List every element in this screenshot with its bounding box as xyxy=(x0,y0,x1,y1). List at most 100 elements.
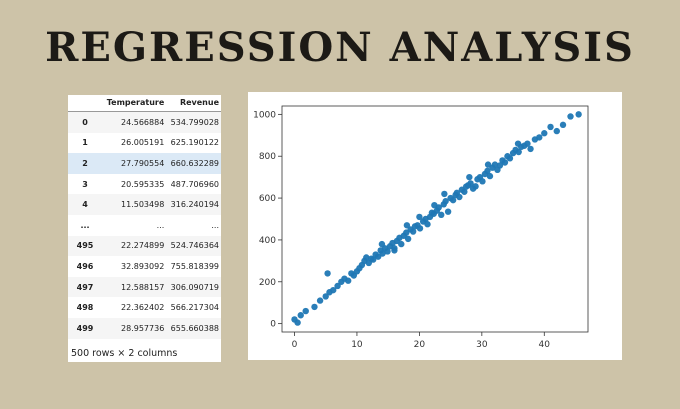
table-row: 498 22.362402 566.217304 xyxy=(68,297,221,318)
scatter-point xyxy=(334,282,341,290)
scatter-point xyxy=(527,145,534,153)
index-header xyxy=(68,95,102,112)
revenue-cell: 487.706960 xyxy=(170,179,219,189)
row-index: ... xyxy=(80,220,90,230)
scatter-point xyxy=(435,204,442,211)
scatter-point xyxy=(461,188,468,195)
temperature-cell: 24.566884 xyxy=(102,111,167,133)
scatter-point xyxy=(449,196,457,204)
scatter-point xyxy=(536,134,543,141)
axes-frame xyxy=(281,105,589,333)
revenue-cell: 625.190122 xyxy=(170,138,219,148)
scatter-point xyxy=(398,240,405,248)
table-row: 2 27.790554 660.632289 xyxy=(68,153,221,174)
scatter-point xyxy=(324,270,331,277)
row-index: 1 xyxy=(82,138,88,148)
scatter-point xyxy=(486,172,494,180)
scatter-point xyxy=(547,123,554,131)
scatter-point xyxy=(442,198,449,205)
scatter-point xyxy=(484,161,492,168)
table-row: 3 20.595335 487.706960 xyxy=(68,174,221,195)
revenue-cell: 316.240194 xyxy=(166,194,221,215)
temperature-cell: 26.005191 xyxy=(121,138,165,148)
scatter-point xyxy=(363,254,370,261)
scatter-point xyxy=(311,303,318,311)
revenue-cell: 755.818399 xyxy=(170,261,219,271)
table-header-row: Temperature Revenue xyxy=(68,95,221,112)
scatter-point xyxy=(378,240,386,248)
temperature-cell: ... xyxy=(156,220,165,230)
scatter-point xyxy=(506,155,514,162)
row-index: 497 xyxy=(68,276,102,298)
row-index: 3 xyxy=(82,179,88,189)
scatter-point xyxy=(416,225,424,232)
temperature-cell: 20.595335 xyxy=(121,179,165,189)
y-tick-label: 600 xyxy=(259,194,276,204)
scatter-point xyxy=(391,247,398,254)
scatter-point xyxy=(322,293,329,300)
revenue-cell: 306.090719 xyxy=(166,276,221,298)
row-index: 496 xyxy=(76,261,94,271)
revenue-cell: 660.632289 xyxy=(166,153,221,174)
scatter-point xyxy=(501,159,509,166)
scatter-point xyxy=(559,121,567,129)
scatter-point xyxy=(403,222,411,229)
scatter-point xyxy=(424,221,431,228)
temperature-header: Temperature xyxy=(102,95,167,112)
x-tick-label: 0 xyxy=(292,340,298,350)
row-index: 2 xyxy=(68,153,102,174)
table-row: 4 11.503498 316.240194 xyxy=(68,194,221,215)
temperature-cell: 28.957736 xyxy=(102,317,167,339)
revenue-cell: 524.746364 xyxy=(166,235,221,257)
scatter-point xyxy=(479,178,486,185)
row-index: 495 xyxy=(68,235,102,257)
scatter-point xyxy=(524,140,531,147)
scatter-point xyxy=(316,297,324,304)
y-tick-label: 200 xyxy=(259,278,276,288)
temperature-cell: 12.588157 xyxy=(102,276,167,298)
x-tick-label: 40 xyxy=(539,340,551,350)
scatter-point xyxy=(514,140,522,147)
table-row: 495 22.274899 524.746364 xyxy=(68,235,221,257)
revenue-cell: ... xyxy=(211,220,219,230)
table-row: 499 28.957736 655.660388 xyxy=(68,317,221,339)
scatter-point xyxy=(384,248,391,255)
dataframe-table: Temperature Revenue 0 24.566884 534.799028… xyxy=(68,95,221,339)
scatter-point xyxy=(456,193,463,201)
table-row: 496 32.893092 755.818399 xyxy=(68,256,221,277)
scatter-point xyxy=(369,256,377,263)
temperature-cell: 22.274899 xyxy=(102,235,167,257)
scatter-point xyxy=(404,235,412,243)
row-index: 0 xyxy=(68,111,102,133)
x-tick-label: 30 xyxy=(476,340,488,350)
table-row: 1 26.005191 625.190122 xyxy=(68,133,221,154)
table-caption: 500 rows × 2 columns xyxy=(71,348,178,359)
revenue-cell: 566.217304 xyxy=(170,303,219,313)
revenue-header: Revenue xyxy=(166,95,221,112)
y-tick-label: 400 xyxy=(259,236,276,246)
revenue-cell: 655.660388 xyxy=(166,317,221,339)
revenue-cell: 534.799028 xyxy=(166,111,221,133)
x-tick-label: 20 xyxy=(414,340,426,350)
table-row: 0 24.566884 534.799028 xyxy=(68,111,221,133)
temperature-cell: 22.362402 xyxy=(121,303,165,313)
scatter-point xyxy=(438,211,445,219)
y-tick-label: 1000 xyxy=(253,110,276,120)
scatter-point xyxy=(297,312,304,319)
table-row-ellipsis: ......... xyxy=(68,215,221,236)
scatter-point xyxy=(553,127,560,135)
scatter-point xyxy=(496,162,504,169)
scatter-point xyxy=(467,180,474,187)
scatter-point xyxy=(567,113,574,120)
scatter-point xyxy=(491,161,499,168)
x-tick-label: 10 xyxy=(351,340,363,350)
scatter-point xyxy=(575,111,582,118)
scatter-point xyxy=(441,190,448,198)
row-index: 498 xyxy=(76,303,94,313)
y-tick-label: 0 xyxy=(270,320,276,330)
temperature-cell: 11.503498 xyxy=(102,194,167,215)
scatter-point xyxy=(330,286,337,294)
page-title: REGRESSION ANALYSIS xyxy=(45,24,635,71)
scatter-point xyxy=(444,208,452,215)
